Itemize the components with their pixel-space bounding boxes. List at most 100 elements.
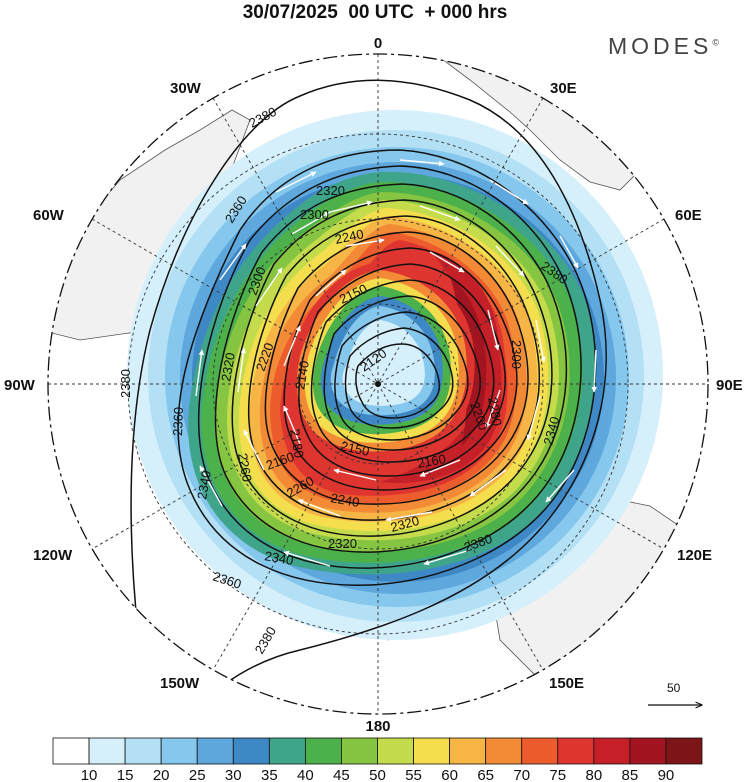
contour-2120 xyxy=(355,343,441,419)
lon-label-90e: 90E xyxy=(716,377,743,394)
colorbar-label: 25 xyxy=(189,767,206,782)
contour-label: 2260 xyxy=(235,452,255,483)
colorbar-segment xyxy=(413,737,451,765)
contour-2140 xyxy=(344,327,454,429)
colorbar-label: 10 xyxy=(81,767,98,782)
contour-label: 2280 xyxy=(485,396,505,427)
colorbar-segment xyxy=(196,737,234,765)
colorbar-label: 35 xyxy=(261,767,278,782)
wind-vector xyxy=(399,159,445,167)
lon-label-150w: 150W xyxy=(160,675,200,692)
contour-2160 xyxy=(334,311,469,441)
colorbar-label: 65 xyxy=(477,767,494,782)
contour-label: 2380 xyxy=(252,624,279,657)
contour-2180 xyxy=(323,295,481,451)
wind-vector xyxy=(333,468,377,481)
colorbar-label: 20 xyxy=(153,767,170,782)
wind-vector xyxy=(419,459,461,477)
colorbar-label: 75 xyxy=(549,767,566,782)
contour-2300 xyxy=(231,199,553,537)
colorbar-segment xyxy=(52,737,90,765)
lon-label-30w: 30W xyxy=(170,80,202,97)
wind-vector xyxy=(329,200,373,213)
colorbar-segment xyxy=(268,737,306,765)
colorbar-segment xyxy=(377,737,414,765)
lon-label-60w: 60W xyxy=(33,207,65,224)
colorbar-segment xyxy=(124,737,162,765)
lon-label-90w: 90W xyxy=(4,377,36,394)
map-title: 30/07/2025 00 UTC + 000 hrs xyxy=(242,2,508,23)
colorbar-label: 85 xyxy=(622,767,639,782)
colorbar-segment xyxy=(629,737,667,765)
wind-vectors xyxy=(195,159,598,567)
colorbar-label: 15 xyxy=(117,767,134,782)
colorbar-segment xyxy=(304,737,342,765)
colorbar-label: 60 xyxy=(441,767,458,782)
wind-vector xyxy=(315,269,347,297)
contour-label: 2300 xyxy=(509,340,524,369)
lon-label-30e: 30E xyxy=(550,80,577,97)
contour-label: 2320 xyxy=(316,183,345,198)
wind-vector xyxy=(469,469,507,497)
contour-label: 2320 xyxy=(328,536,357,551)
colorbar-label: 55 xyxy=(405,767,422,782)
wind-vector xyxy=(243,429,265,471)
colorbar-segment xyxy=(341,737,378,765)
contour-label: 2320 xyxy=(218,351,238,382)
lon-label-120e: 120E xyxy=(677,547,712,564)
lon-label-180: 180 xyxy=(365,718,390,735)
colorbar-segment xyxy=(521,737,559,765)
wind-vector xyxy=(535,319,546,363)
contour-label: 2240 xyxy=(329,490,360,510)
wind-vector xyxy=(283,405,301,445)
colorbar-segment xyxy=(88,737,126,765)
wind-vector xyxy=(283,550,331,567)
wind-vector xyxy=(219,243,247,281)
contour-label: 2240 xyxy=(334,226,365,247)
contour-label: 2300 xyxy=(300,207,329,222)
colorbar-segment xyxy=(232,737,270,765)
colorbar-label: 40 xyxy=(297,767,314,782)
wind-vector xyxy=(489,179,529,205)
colorbar-label: 80 xyxy=(585,767,602,782)
contour-label: 2340 xyxy=(263,548,294,568)
reference-vector-label: 50 xyxy=(667,681,681,695)
contour-2380 xyxy=(130,79,607,714)
contour-label: 2140 xyxy=(292,359,312,390)
wind-vector xyxy=(297,499,341,517)
colorbar-label: 50 xyxy=(369,767,386,782)
contour-label: 2340 xyxy=(540,415,562,447)
colorbar-segment xyxy=(557,737,595,765)
wind-vector xyxy=(526,395,541,441)
wind-vector xyxy=(485,389,501,429)
contour-label: 2340 xyxy=(194,469,214,500)
contour-2340 xyxy=(197,165,582,569)
wind-vector xyxy=(545,469,575,503)
colorbar-label: 30 xyxy=(225,767,242,782)
contour-label: 2380 xyxy=(246,104,279,131)
contour-2240 xyxy=(283,247,518,491)
contour-labels: 2380 2380 2380 2380 2380 2360 2360 2360 … xyxy=(118,104,571,657)
wind-vector xyxy=(291,211,331,235)
contour-2200 xyxy=(310,279,495,463)
colorbar-label: 45 xyxy=(333,767,350,782)
contour-label: 2320 xyxy=(389,513,421,535)
wind-vector xyxy=(275,171,317,193)
colorbar-segment xyxy=(593,737,631,765)
colorbar-segment xyxy=(160,737,198,765)
colorbar-label: 90 xyxy=(658,767,675,782)
contour-2320 xyxy=(214,183,568,553)
pole-marker xyxy=(375,381,381,387)
wind-vector xyxy=(591,349,598,393)
lon-label-60e: 60E xyxy=(675,207,702,224)
contour-label: 2360 xyxy=(170,407,186,436)
lon-label-120w: 120W xyxy=(33,547,73,564)
wind-vector xyxy=(283,325,301,367)
wind-vector xyxy=(385,511,433,522)
wind-vector xyxy=(429,251,465,273)
contour-2260 xyxy=(264,231,529,505)
colorbar-segment xyxy=(485,737,523,765)
wind-vector xyxy=(419,205,461,221)
height-contours xyxy=(130,79,607,714)
